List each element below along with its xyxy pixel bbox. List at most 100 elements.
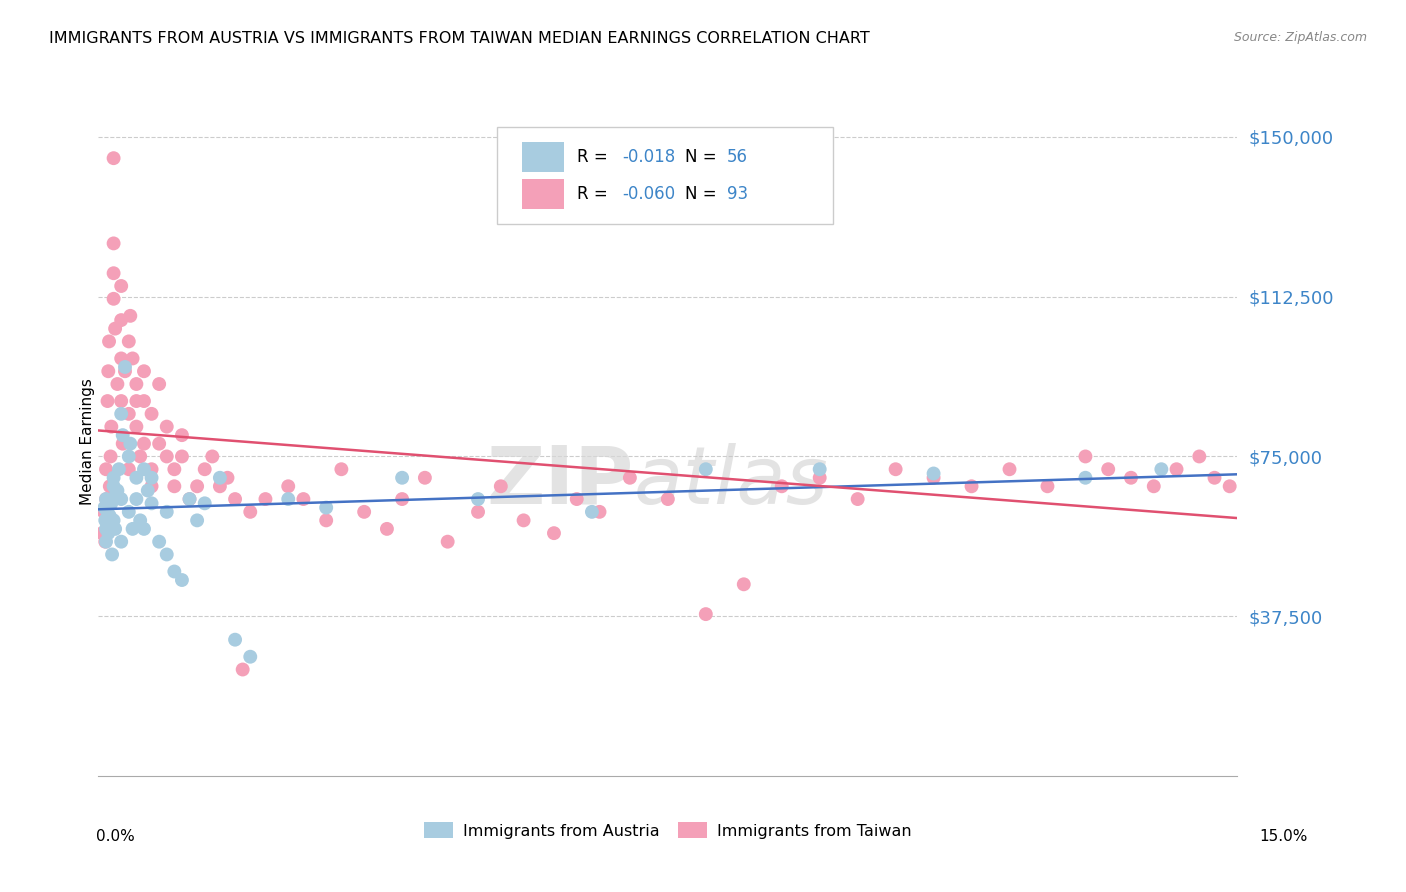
Point (808, 462, 831, 476)
Point (467, 491, 489, 506)
Point (436, 534, 458, 549)
Point (110, 491, 132, 506)
Text: -0.060: -0.060 (623, 185, 675, 203)
Point (94, 534, 117, 549)
Point (217, 471, 239, 485)
Point (103, 266, 125, 280)
Point (98, 479, 121, 493)
Point (120, 309, 142, 323)
Point (156, 450, 179, 464)
Point (141, 471, 163, 485)
Point (125, 377, 148, 392)
Point (695, 462, 717, 476)
Point (103, 236, 125, 251)
Point (186, 479, 208, 493)
Point (110, 313, 132, 327)
Point (104, 522, 127, 536)
Point (103, 513, 125, 527)
Text: Source: ZipAtlas.com: Source: ZipAtlas.com (1233, 31, 1367, 45)
Point (808, 471, 831, 485)
Point (224, 491, 246, 506)
Point (118, 450, 141, 464)
Point (97, 364, 120, 378)
Point (543, 526, 565, 541)
Point (111, 436, 134, 450)
Point (770, 479, 793, 493)
Point (100, 419, 122, 434)
Point (103, 479, 125, 493)
Point (1097, 462, 1119, 476)
Legend: Immigrants from Austria, Immigrants from Taiwan: Immigrants from Austria, Immigrants from… (418, 815, 918, 845)
Point (132, 522, 155, 536)
Point (148, 436, 170, 450)
Point (120, 436, 142, 450)
Point (100, 450, 122, 464)
Point (114, 359, 136, 374)
Point (232, 663, 254, 677)
Point (1036, 479, 1059, 493)
Point (141, 479, 163, 493)
Point (239, 649, 262, 664)
Point (884, 462, 907, 476)
Point (114, 364, 136, 378)
Point (1233, 462, 1256, 476)
Point (103, 151, 125, 165)
Point (91, 526, 114, 541)
Point (353, 505, 375, 519)
Point (922, 471, 945, 485)
Point (512, 513, 534, 527)
Point (163, 479, 186, 493)
Point (103, 471, 125, 485)
Point (292, 491, 315, 506)
Point (98, 509, 121, 524)
Point (104, 321, 127, 335)
Point (1074, 450, 1097, 464)
Point (118, 334, 141, 349)
Point (1166, 462, 1188, 476)
Point (315, 500, 337, 515)
Point (156, 548, 179, 562)
Text: N =: N = (685, 148, 717, 166)
Point (194, 496, 217, 510)
Point (98, 334, 121, 349)
Point (1143, 479, 1166, 493)
Point (148, 534, 170, 549)
Point (391, 471, 413, 485)
Point (208, 479, 231, 493)
Point (1188, 450, 1211, 464)
Point (129, 450, 152, 464)
FancyBboxPatch shape (522, 143, 564, 172)
Point (170, 428, 193, 442)
Y-axis label: Median Earnings: Median Earnings (80, 378, 94, 505)
Text: R =: R = (576, 185, 607, 203)
Point (94, 491, 117, 506)
Point (1119, 471, 1142, 485)
Point (163, 565, 186, 579)
Point (201, 450, 224, 464)
Point (239, 505, 262, 519)
Point (846, 491, 869, 506)
Point (170, 450, 193, 464)
Point (94, 462, 117, 476)
Point (94, 522, 117, 536)
Point (156, 419, 179, 434)
Text: 0.0%: 0.0% (96, 830, 135, 844)
Point (413, 471, 436, 485)
Point (565, 491, 588, 506)
Point (97, 526, 120, 541)
Point (136, 483, 159, 498)
Point (391, 491, 413, 506)
Point (1204, 471, 1226, 485)
Point (96, 505, 118, 519)
Point (118, 462, 141, 476)
Point (277, 491, 299, 506)
Point (129, 513, 152, 527)
Point (141, 407, 163, 421)
Point (588, 505, 610, 519)
Point (108, 462, 131, 476)
Text: 15.0%: 15.0% (1260, 830, 1308, 844)
Point (100, 496, 122, 510)
Point (132, 462, 155, 476)
Point (110, 351, 132, 366)
Text: N =: N = (685, 185, 717, 203)
